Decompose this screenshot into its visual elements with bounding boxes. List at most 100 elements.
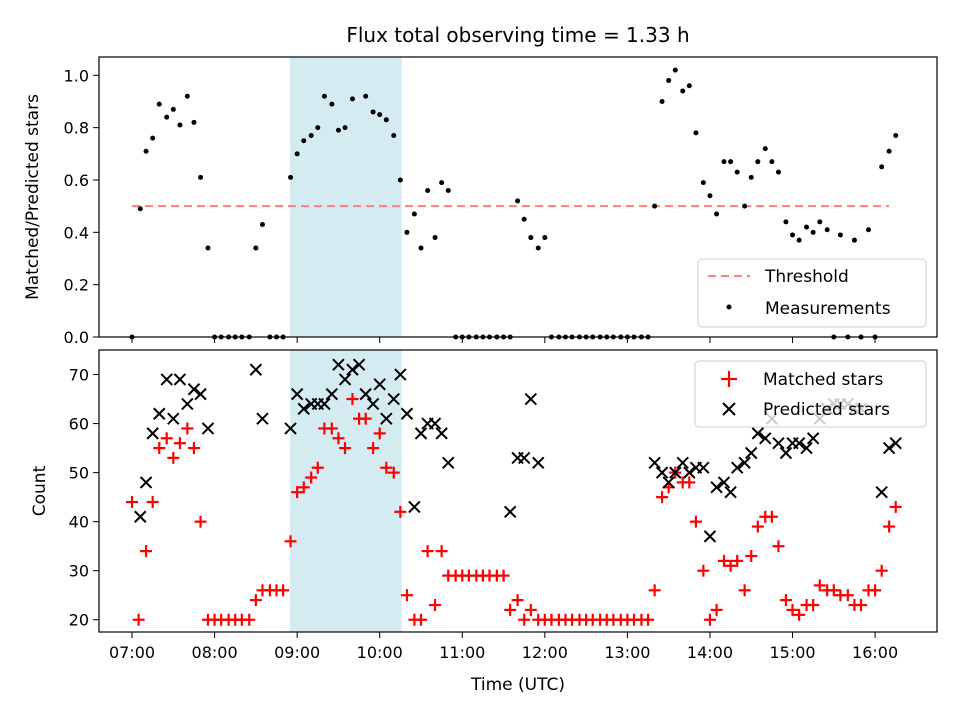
matched-star-point — [414, 613, 427, 626]
predicted-star-point — [662, 476, 675, 489]
measurement-point — [686, 83, 692, 89]
matched-star-point — [745, 549, 758, 562]
predicted-star-point — [139, 476, 153, 489]
predicted-star-point — [745, 446, 758, 460]
matched-star-point — [683, 476, 696, 489]
measurement-point — [721, 159, 727, 165]
predicted-star-point — [366, 397, 380, 411]
measurement-point — [349, 96, 355, 102]
measurement-point — [728, 159, 734, 165]
matched-star-point — [765, 510, 778, 523]
bottom-x-tick-label: 13:00 — [604, 643, 650, 662]
top-y-tick-label: 0.8 — [64, 119, 89, 138]
bottom-panel-frame — [98, 349, 938, 633]
matched-star-point — [359, 412, 372, 425]
measurement-point — [184, 93, 190, 99]
matched-star-point — [291, 486, 304, 499]
measurement-point — [528, 235, 534, 241]
measurement-point — [542, 235, 548, 241]
predicted-star-point — [134, 510, 147, 523]
predicted-star-point — [332, 358, 345, 371]
predicted-star-point — [394, 368, 407, 381]
bottom-x-tick-label: 08:00 — [192, 643, 238, 662]
measurement-point — [288, 174, 294, 180]
x-axis-label: Time (UTC) — [470, 675, 565, 695]
measurement-point — [851, 237, 857, 243]
matched-star-point — [518, 613, 531, 626]
matched-star-point — [717, 554, 730, 567]
matched-star-point — [827, 584, 840, 597]
measurement-point — [315, 125, 321, 131]
matched-star-point — [140, 545, 153, 558]
top-y-axis: 0.0 0.2 0.4 0.6 0.8 1.0 — [64, 66, 99, 347]
measurement-point — [659, 98, 665, 104]
matched-star-point — [421, 545, 434, 558]
measurement-point — [734, 169, 740, 175]
measurement-point — [769, 159, 775, 165]
top-panel: 0.0 0.2 0.4 0.6 0.8 1.0 Matched/Predicted sta… — [23, 56, 938, 347]
predicted-star-point — [730, 461, 744, 474]
bottom-x-tick-label: 10:00 — [357, 643, 403, 662]
bottom-y-tick-label: 30 — [69, 562, 89, 581]
top-y-tick-label: 0.4 — [64, 223, 89, 242]
predicted-star-point — [181, 397, 194, 411]
matched-star-point — [249, 594, 262, 607]
matched-star-point — [710, 603, 723, 616]
measurement-point — [865, 227, 871, 233]
matched-star-point — [373, 427, 386, 440]
predicted-star-point — [290, 387, 304, 401]
predicted-star-point — [779, 446, 793, 460]
predicted-star-point — [738, 456, 751, 470]
predicted-star-point — [346, 363, 359, 376]
predicted-star-point — [352, 358, 366, 371]
predicted-star-point — [772, 436, 785, 450]
measurement-point — [308, 133, 314, 139]
predicted-star-point — [751, 427, 765, 440]
top-legend: Threshold Measurements — [697, 258, 927, 328]
predicted-legend-label: Predicted stars — [763, 400, 890, 420]
measurement-point — [810, 229, 816, 235]
predicted-star-point — [524, 392, 538, 406]
predicted-star-point — [717, 476, 731, 489]
predicted-star-point — [187, 383, 201, 396]
matched-star-point — [807, 599, 820, 612]
matched-star-point — [173, 437, 186, 450]
bottom-x-axis: 07:00 08:00 09:00 10:00 11:00 12:00 13:00 14:00… — [109, 632, 898, 662]
measurement-point — [762, 146, 768, 152]
measurement-point — [342, 125, 348, 131]
bottom-x-tick-label: 09:00 — [274, 643, 320, 662]
bottom-y-tick-label: 70 — [69, 366, 89, 385]
predicted-star-point — [882, 441, 896, 455]
matched-star-point — [194, 515, 207, 528]
bottom-y-tick-label: 40 — [69, 513, 89, 532]
bottom-legend: Matched stars Predicted stars — [694, 360, 927, 428]
measurement-point — [515, 198, 521, 204]
predicted-star-point — [875, 486, 888, 499]
top-panel-frame — [98, 56, 938, 338]
top-y-tick-label: 0.6 — [64, 171, 89, 190]
measurement-point — [363, 93, 369, 99]
measurement-point — [321, 93, 327, 99]
measurement-point — [666, 78, 672, 84]
predicted-star-point — [655, 466, 669, 479]
matched-star-point — [689, 515, 702, 528]
predicted-star-point — [201, 422, 215, 435]
measurement-point — [170, 106, 176, 112]
predicted-star-point — [160, 373, 173, 386]
measurement-point — [253, 245, 259, 251]
predicted-star-point — [153, 407, 166, 420]
matched-star-point — [648, 584, 661, 597]
matched-star-point — [297, 481, 310, 494]
matched-star-point — [346, 393, 359, 406]
predicted-star-point — [167, 412, 180, 425]
measurement-point — [790, 232, 796, 238]
measurement-points — [129, 67, 899, 340]
predicted-star-point — [792, 436, 806, 450]
measurement-point — [837, 232, 843, 238]
measurement-point — [205, 245, 211, 251]
top-legend-box — [697, 258, 927, 328]
matched-star-point — [277, 584, 290, 597]
matched-star-point — [731, 554, 744, 567]
matched-star-point — [841, 589, 854, 602]
